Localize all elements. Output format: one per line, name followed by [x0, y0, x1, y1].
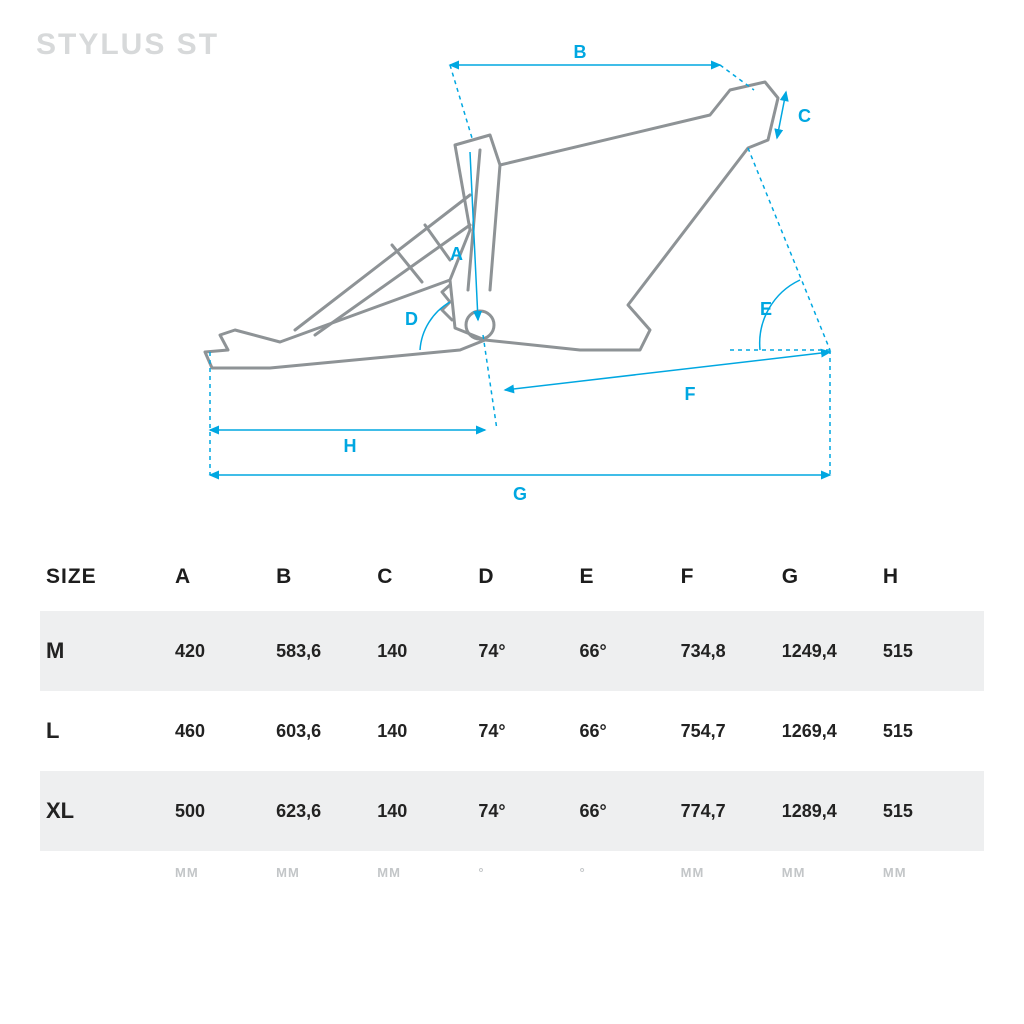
- dim-label-a: A: [450, 244, 463, 264]
- geometry-table: SIZE A B C D E F G H M 420 583,6 140 74°…: [40, 555, 984, 880]
- col-g: G: [782, 555, 883, 611]
- cell: 460: [175, 691, 276, 771]
- cell: 66°: [580, 691, 681, 771]
- cell: 623,6: [276, 771, 377, 851]
- col-b: B: [276, 555, 377, 611]
- cell: 500: [175, 771, 276, 851]
- unit-cell: MM: [681, 851, 782, 880]
- dim-label-d: D: [405, 309, 418, 329]
- units-row: MM MM MM ° ° MM MM MM: [40, 851, 984, 880]
- cell: 515: [883, 771, 984, 851]
- col-c: C: [377, 555, 478, 611]
- dim-label-b: B: [574, 42, 587, 62]
- col-f: F: [681, 555, 782, 611]
- table-row: L 460 603,6 140 74° 66° 754,7 1269,4 515: [40, 691, 984, 771]
- cell: 140: [377, 611, 478, 691]
- cell: 420: [175, 611, 276, 691]
- size-cell: L: [40, 691, 175, 771]
- unit-cell: MM: [175, 851, 276, 880]
- unit-cell: MM: [276, 851, 377, 880]
- cell: 774,7: [681, 771, 782, 851]
- table-row: XL 500 623,6 140 74° 66° 774,7 1289,4 51…: [40, 771, 984, 851]
- table-row: M 420 583,6 140 74° 66° 734,8 1249,4 515: [40, 611, 984, 691]
- cell: 66°: [580, 771, 681, 851]
- unit-cell: °: [478, 851, 579, 880]
- dim-label-h: H: [344, 436, 357, 456]
- cell: 515: [883, 691, 984, 771]
- cell: 1269,4: [782, 691, 883, 771]
- size-cell: M: [40, 611, 175, 691]
- unit-cell: [40, 851, 175, 880]
- col-e: E: [580, 555, 681, 611]
- dim-label-c: C: [798, 106, 811, 126]
- cell: 1249,4: [782, 611, 883, 691]
- cell: 583,6: [276, 611, 377, 691]
- col-a: A: [175, 555, 276, 611]
- frame-outline: [205, 82, 778, 368]
- cell: 140: [377, 771, 478, 851]
- unit-cell: MM: [377, 851, 478, 880]
- frame-diagram: B C A D E F H G: [150, 30, 890, 510]
- cell: 603,6: [276, 691, 377, 771]
- cell: 66°: [580, 611, 681, 691]
- cell: 74°: [478, 771, 579, 851]
- unit-cell: MM: [782, 851, 883, 880]
- dim-label-e: E: [760, 299, 772, 319]
- cell: 74°: [478, 611, 579, 691]
- col-h: H: [883, 555, 984, 611]
- cell: 754,7: [681, 691, 782, 771]
- unit-cell: °: [580, 851, 681, 880]
- cell: 515: [883, 611, 984, 691]
- table-header-row: SIZE A B C D E F G H: [40, 555, 984, 611]
- unit-cell: MM: [883, 851, 984, 880]
- dim-label-f: F: [685, 384, 696, 404]
- cell: 734,8: [681, 611, 782, 691]
- size-cell: XL: [40, 771, 175, 851]
- col-d: D: [478, 555, 579, 611]
- cell: 1289,4: [782, 771, 883, 851]
- cell: 140: [377, 691, 478, 771]
- dim-label-g: G: [513, 484, 527, 504]
- col-size: SIZE: [40, 555, 175, 611]
- cell: 74°: [478, 691, 579, 771]
